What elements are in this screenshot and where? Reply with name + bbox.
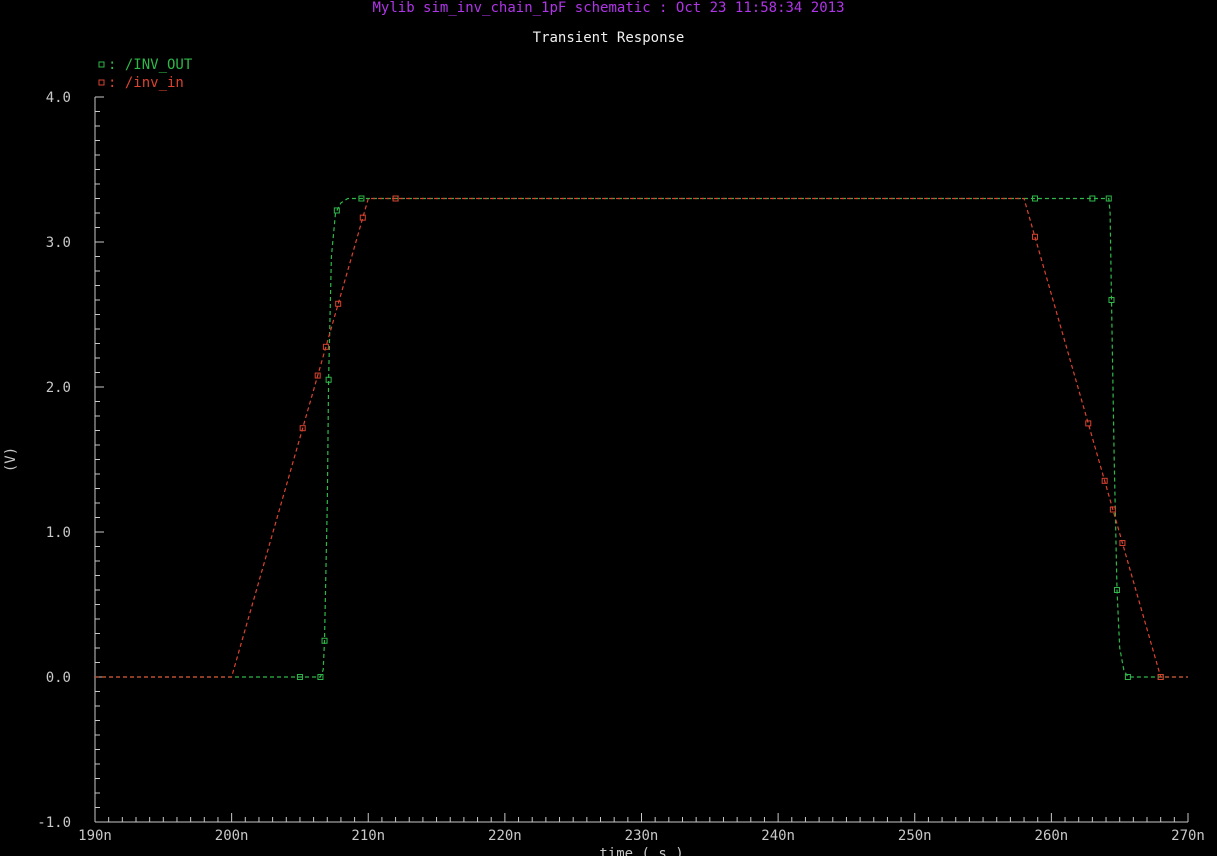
data-point-marker bbox=[1089, 195, 1096, 202]
x-tick-label: 220n bbox=[488, 828, 522, 844]
data-point-marker bbox=[1108, 297, 1115, 303]
window-header: Mylib sim_inv_chain_1pF schematic : Oct … bbox=[372, 0, 845, 16]
data-point-marker bbox=[1031, 195, 1038, 202]
legend-marker bbox=[98, 61, 105, 68]
legend-label: : /INV_OUT bbox=[108, 57, 193, 73]
x-tick-label: 240n bbox=[761, 828, 795, 844]
y-tick-label: -1.0 bbox=[37, 815, 71, 831]
y-tick-label: 0.0 bbox=[46, 670, 71, 686]
data-point-marker bbox=[1085, 420, 1092, 427]
data-point-marker bbox=[1157, 674, 1164, 680]
legend-label: : /inv_in bbox=[108, 75, 184, 91]
y-tick-label: 3.0 bbox=[46, 235, 71, 251]
data-point-marker bbox=[358, 195, 365, 202]
data-point-marker bbox=[335, 300, 342, 307]
data-point-marker bbox=[317, 674, 324, 680]
data-point-marker bbox=[321, 637, 328, 644]
data-point-marker bbox=[1101, 477, 1108, 484]
data-point-marker bbox=[322, 343, 329, 350]
chart-title: Transient Response bbox=[532, 30, 685, 46]
x-tick-label: 200n bbox=[215, 828, 249, 844]
x-axis-label: time ( s ) bbox=[599, 846, 683, 856]
x-tick-label: 270n bbox=[1171, 828, 1205, 844]
data-point-marker bbox=[1119, 540, 1126, 547]
x-tick-label: 230n bbox=[625, 828, 659, 844]
data-point-marker bbox=[359, 214, 366, 221]
series-line-inv-out bbox=[95, 197, 1188, 678]
data-point-marker bbox=[296, 674, 303, 680]
x-tick-label: 250n bbox=[898, 828, 932, 844]
data-point-marker bbox=[1031, 233, 1038, 240]
data-point-marker bbox=[392, 195, 399, 202]
series-line-inv-in bbox=[95, 197, 1188, 678]
data-point-marker bbox=[1105, 195, 1112, 202]
y-tick-label: 2.0 bbox=[46, 380, 71, 396]
data-point-marker bbox=[1109, 506, 1116, 513]
data-point-marker bbox=[333, 207, 340, 214]
data-point-marker bbox=[325, 376, 332, 383]
x-tick-label: 260n bbox=[1035, 828, 1069, 844]
x-tick-label: 190n bbox=[78, 828, 112, 844]
y-tick-label: 1.0 bbox=[46, 525, 71, 541]
data-point-marker bbox=[314, 372, 321, 379]
x-tick-label: 210n bbox=[351, 828, 385, 844]
y-axis-label: (V) bbox=[3, 447, 19, 472]
data-point-marker bbox=[1113, 587, 1120, 593]
y-tick-label: 4.0 bbox=[46, 90, 71, 106]
data-point-marker bbox=[1124, 674, 1131, 680]
legend-marker bbox=[98, 79, 105, 86]
data-point-marker bbox=[299, 425, 306, 432]
